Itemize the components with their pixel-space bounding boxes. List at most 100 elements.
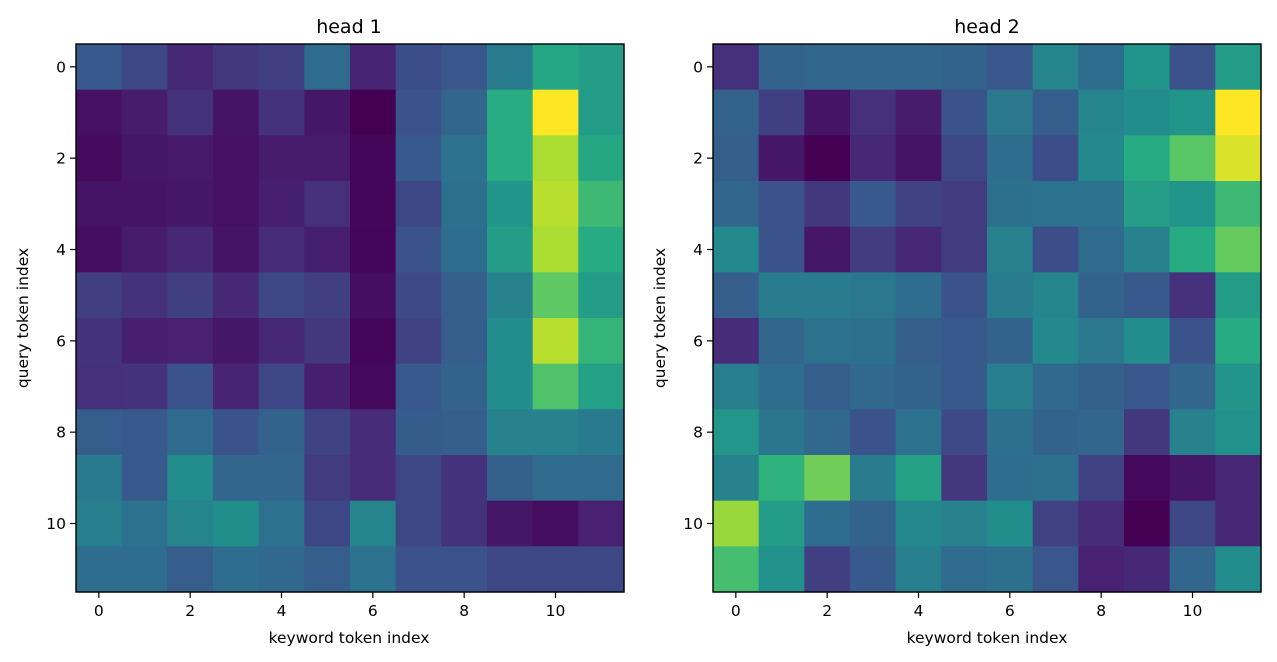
heatmap-panel-head-2: head 2 0 2 4 6 8 10 0 2 4 6 8 10 keyword token ind…	[651, 16, 1262, 647]
x-tick-label: 10	[546, 602, 566, 620]
heatmap-cell-r5-c2	[804, 272, 851, 319]
heatmap-cell-r1-c3	[213, 89, 260, 136]
heatmap-cell-r0-c10	[532, 44, 579, 91]
heatmap-cell-r11-c10	[1169, 546, 1216, 593]
heatmap-cell-r7-c2	[167, 363, 214, 410]
heatmap-cell-r4-c3	[213, 226, 260, 273]
heatmap-cell-r0-c6	[350, 44, 397, 91]
heatmap-cell-r4-c2	[167, 226, 214, 273]
heatmap-cell-r2-c11	[578, 135, 625, 182]
y-tick-label: 8	[56, 424, 66, 442]
heatmap-cell-r5-c2	[167, 272, 214, 319]
heatmap-cell-r5-c9	[487, 272, 534, 319]
heatmap-cell-r10-c8	[1078, 500, 1125, 547]
heatmap-cell-r6-c2	[167, 318, 214, 365]
heatmap-cell-r9-c8	[441, 455, 488, 502]
heatmap-cell-r6-c4	[895, 318, 942, 365]
heatmap-cell-r11-c4	[895, 546, 942, 593]
heatmap-cell-r6-c7	[395, 318, 442, 365]
heatmap-cell-r0-c7	[395, 44, 442, 91]
heatmap-cell-r4-c11	[578, 226, 625, 273]
heatmap-cell-r11-c8	[441, 546, 488, 593]
x-tick-label: 8	[1096, 602, 1106, 620]
heatmap-cell-r4-c4	[258, 226, 305, 273]
heatmap-cell-r6-c6	[987, 318, 1034, 365]
heatmap-cell-r5-c9	[1124, 272, 1171, 319]
heatmap-cell-r8-c3	[850, 409, 897, 456]
heatmap-cell-r2-c6	[350, 135, 397, 182]
x-tick-label: 8	[459, 602, 469, 620]
heatmap-cell-r7-c6	[350, 363, 397, 410]
chart-title: head 2	[954, 16, 1020, 38]
x-tick-label: 6	[368, 602, 378, 620]
heatmap-cell-r2-c5	[304, 135, 351, 182]
heatmap-cell-r10-c1	[121, 500, 168, 547]
heatmap-cell-r5-c11	[578, 272, 625, 319]
heatmap-cell-r5-c0	[76, 272, 123, 319]
heatmap-cell-r5-c7	[1032, 272, 1079, 319]
heatmap-cell-r11-c1	[758, 546, 805, 593]
x-axis-label: keyword token index	[907, 629, 1068, 647]
heatmap-cell-r6-c8	[441, 318, 488, 365]
heatmap-cell-r10-c9	[1124, 500, 1171, 547]
heatmap-cell-r0-c9	[1124, 44, 1171, 91]
plot-frame	[75, 43, 625, 593]
heatmap-cell-r1-c2	[804, 89, 851, 136]
heatmap-cell-r2-c4	[258, 135, 305, 182]
heatmap-cell-r8-c9	[1124, 409, 1171, 456]
heatmap-cell-r5-c11	[1215, 272, 1262, 319]
heatmap-cell-r0-c8	[1078, 44, 1125, 91]
heatmap-cell-r3-c1	[758, 181, 805, 228]
heatmap-cell-r6-c5	[941, 318, 988, 365]
heatmap-panel-head-1: head 1 0 2 4 6 8 10 0 2 4 6 8 10 keyword token ind…	[14, 16, 625, 647]
heatmap-cell-r1-c8	[1078, 89, 1125, 136]
heatmap-cells	[713, 44, 1262, 593]
heatmap-cell-r6-c0	[713, 318, 760, 365]
heatmap-cell-r4-c8	[1078, 226, 1125, 273]
heatmap-cell-r4-c8	[441, 226, 488, 273]
heatmap-cell-r9-c5	[941, 455, 988, 502]
x-tick-label: 6	[1005, 602, 1015, 620]
heatmap-cell-r10-c5	[304, 500, 351, 547]
heatmap-cell-r7-c11	[578, 363, 625, 410]
y-tick-label: 2	[56, 150, 66, 168]
y-tick-label: 4	[693, 241, 703, 259]
heatmap-cell-r10-c2	[804, 500, 851, 547]
heatmap-cell-r5-c7	[395, 272, 442, 319]
heatmap-cell-r9-c10	[532, 455, 579, 502]
heatmap-cell-r4-c5	[941, 226, 988, 273]
heatmap-cell-r1-c7	[1032, 89, 1079, 136]
y-tick-label: 0	[693, 58, 703, 76]
heatmap-cell-r8-c3	[213, 409, 260, 456]
heatmap-cell-r6-c1	[758, 318, 805, 365]
heatmap-cell-r3-c9	[487, 181, 534, 228]
heatmap-cell-r6-c7	[1032, 318, 1079, 365]
heatmap-cell-r0-c11	[578, 44, 625, 91]
heatmap-cell-r2-c0	[76, 135, 123, 182]
heatmap-cell-r0-c1	[121, 44, 168, 91]
heatmap-cell-r1-c1	[121, 89, 168, 136]
heatmap-cell-r7-c10	[532, 363, 579, 410]
heatmap-cell-r7-c6	[987, 363, 1034, 410]
heatmap-cell-r3-c7	[395, 181, 442, 228]
heatmap-cell-r10-c3	[850, 500, 897, 547]
heatmap-cell-r9-c4	[895, 455, 942, 502]
heatmap-cell-r0-c2	[804, 44, 851, 91]
heatmap-cell-r9-c7	[395, 455, 442, 502]
heatmap-cell-r10-c10	[532, 500, 579, 547]
heatmap-cell-r7-c7	[395, 363, 442, 410]
heatmap-cell-r1-c4	[258, 89, 305, 136]
heatmap-cell-r1-c7	[395, 89, 442, 136]
heatmap-cell-r5-c10	[1169, 272, 1216, 319]
heatmap-cell-r9-c4	[258, 455, 305, 502]
heatmap-cell-r4-c6	[350, 226, 397, 273]
heatmap-cell-r3-c3	[850, 181, 897, 228]
heatmap-cell-r2-c9	[487, 135, 534, 182]
heatmap-cell-r8-c4	[895, 409, 942, 456]
heatmap-cell-r8-c5	[941, 409, 988, 456]
heatmap-cell-r6-c10	[1169, 318, 1216, 365]
heatmap-cell-r2-c10	[532, 135, 579, 182]
heatmap-cell-r7-c2	[804, 363, 851, 410]
heatmap-cell-r11-c9	[487, 546, 534, 593]
